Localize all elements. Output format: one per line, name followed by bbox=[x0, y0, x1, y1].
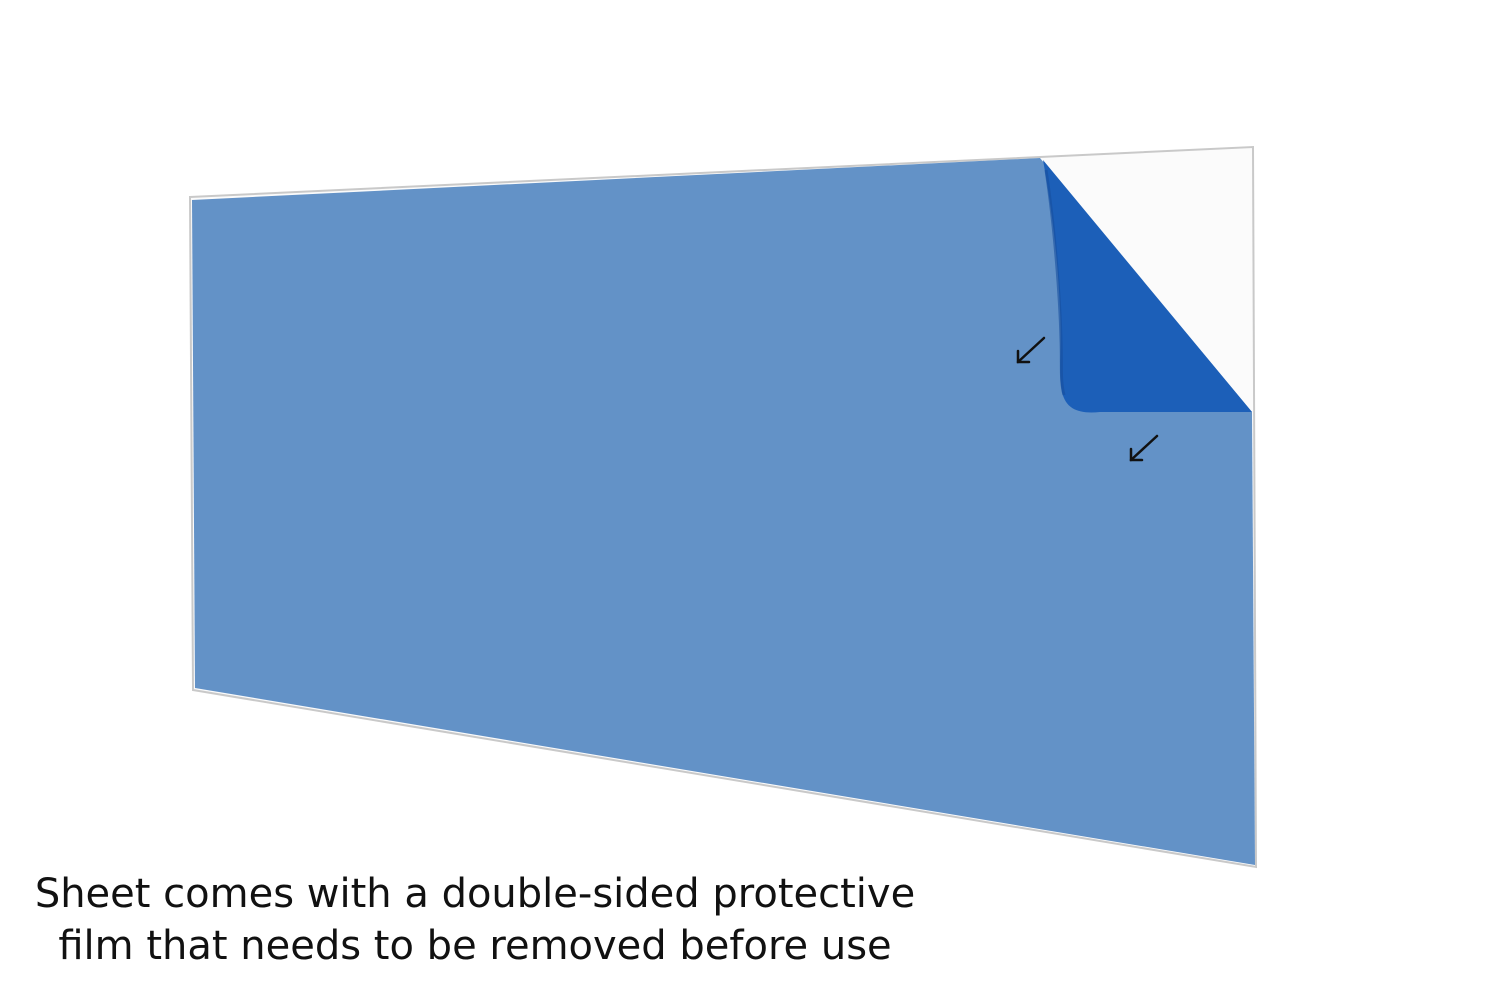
peeled-film-corner bbox=[1043, 160, 1252, 413]
caption: Sheet comes with a double-sided protecti… bbox=[0, 868, 950, 972]
caption-line-1: Sheet comes with a double-sided protecti… bbox=[34, 871, 916, 917]
arrow-down-left-icon bbox=[1129, 434, 1159, 462]
protective-film-front bbox=[192, 158, 1255, 865]
peel-fold-shadow bbox=[1044, 169, 1066, 396]
arrow-down-left-icon bbox=[1016, 336, 1046, 364]
caption-line-2: film that needs to be removed before use bbox=[58, 923, 892, 969]
